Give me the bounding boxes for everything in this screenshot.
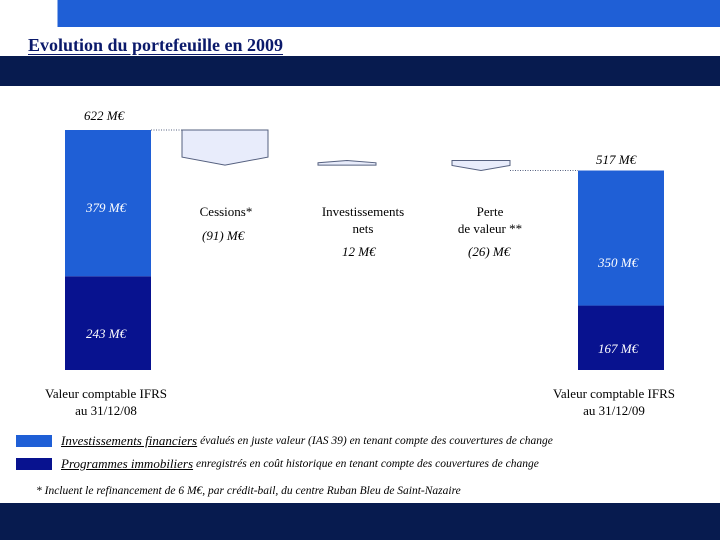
legend-desc-realestate: enregistrés en coût historique en tenant…: [196, 458, 539, 470]
step-bar-1: [317, 159, 377, 166]
title-area: [0, 27, 720, 56]
step-bar-0: [181, 129, 269, 166]
step-investissements-value: 12 M€: [342, 244, 376, 259]
step-cessions-value: (91) M€: [202, 228, 245, 243]
start-financial-bar: [65, 130, 151, 277]
step-cessions-label: Cessions*: [176, 203, 276, 220]
legend-swatch-financial: [16, 435, 52, 447]
start-financial-label: 379 M€: [86, 200, 127, 215]
end-category-label: Valeur comptable IFRS au 31/12/09: [528, 385, 700, 419]
total-end-label: 517 M€: [596, 152, 637, 167]
footnote-1: * Incluent le refinancement de 6 M€, par…: [36, 485, 461, 497]
step-perte-value: (26) M€: [468, 244, 511, 259]
start-realestate-label: 243 M€: [86, 326, 127, 341]
step-perte-line-2: de valeur **: [457, 221, 523, 236]
start-category-line-2: au 31/12/08: [75, 403, 137, 418]
header-band: [0, 56, 720, 86]
legend-item-realestate: Programmes immobiliers enregistrés en co…: [16, 456, 539, 472]
legend-swatch-realestate: [16, 458, 52, 470]
step-investissements-label: Investissements nets: [304, 203, 422, 237]
step-bar-2: [451, 159, 511, 172]
end-realestate-label: 167 M€: [598, 341, 639, 356]
step-perte-line-1: Perte: [476, 204, 504, 219]
end-category-line-2: au 31/12/09: [583, 403, 645, 418]
start-category-label: Valeur comptable IFRS au 31/12/08: [20, 385, 192, 419]
start-category-line-1: Valeur comptable IFRS: [44, 386, 168, 401]
start-realestate-bar: [65, 276, 151, 370]
top-stripe: [0, 0, 720, 27]
step-investissements-line-1: Investissements: [321, 204, 405, 219]
total-start-label: 622 M€: [84, 108, 125, 123]
step-cessions-line: Cessions*: [199, 204, 253, 219]
legend-item-financial: Investissements financiers évalués en ju…: [16, 433, 553, 449]
top-blue-bar: [0, 0, 720, 27]
slide-title: Evolution du portefeuille en 2009: [28, 35, 284, 55]
end-realestate-bar: [578, 305, 664, 370]
legend-name-financial: Investissements financiers: [61, 433, 198, 448]
end-financial-bar: [578, 170, 664, 306]
step-perte-label: Perte de valeur **: [440, 203, 540, 237]
step-investissements-line-2: nets: [352, 221, 374, 236]
end-category-line-1: Valeur comptable IFRS: [552, 386, 676, 401]
legend-desc-financial: évalués en juste valeur (IAS 39) en tena…: [200, 435, 553, 447]
end-financial-label: 350 M€: [598, 255, 639, 270]
legend-name-realestate: Programmes immobiliers: [61, 456, 194, 471]
footer-band: [0, 503, 720, 540]
